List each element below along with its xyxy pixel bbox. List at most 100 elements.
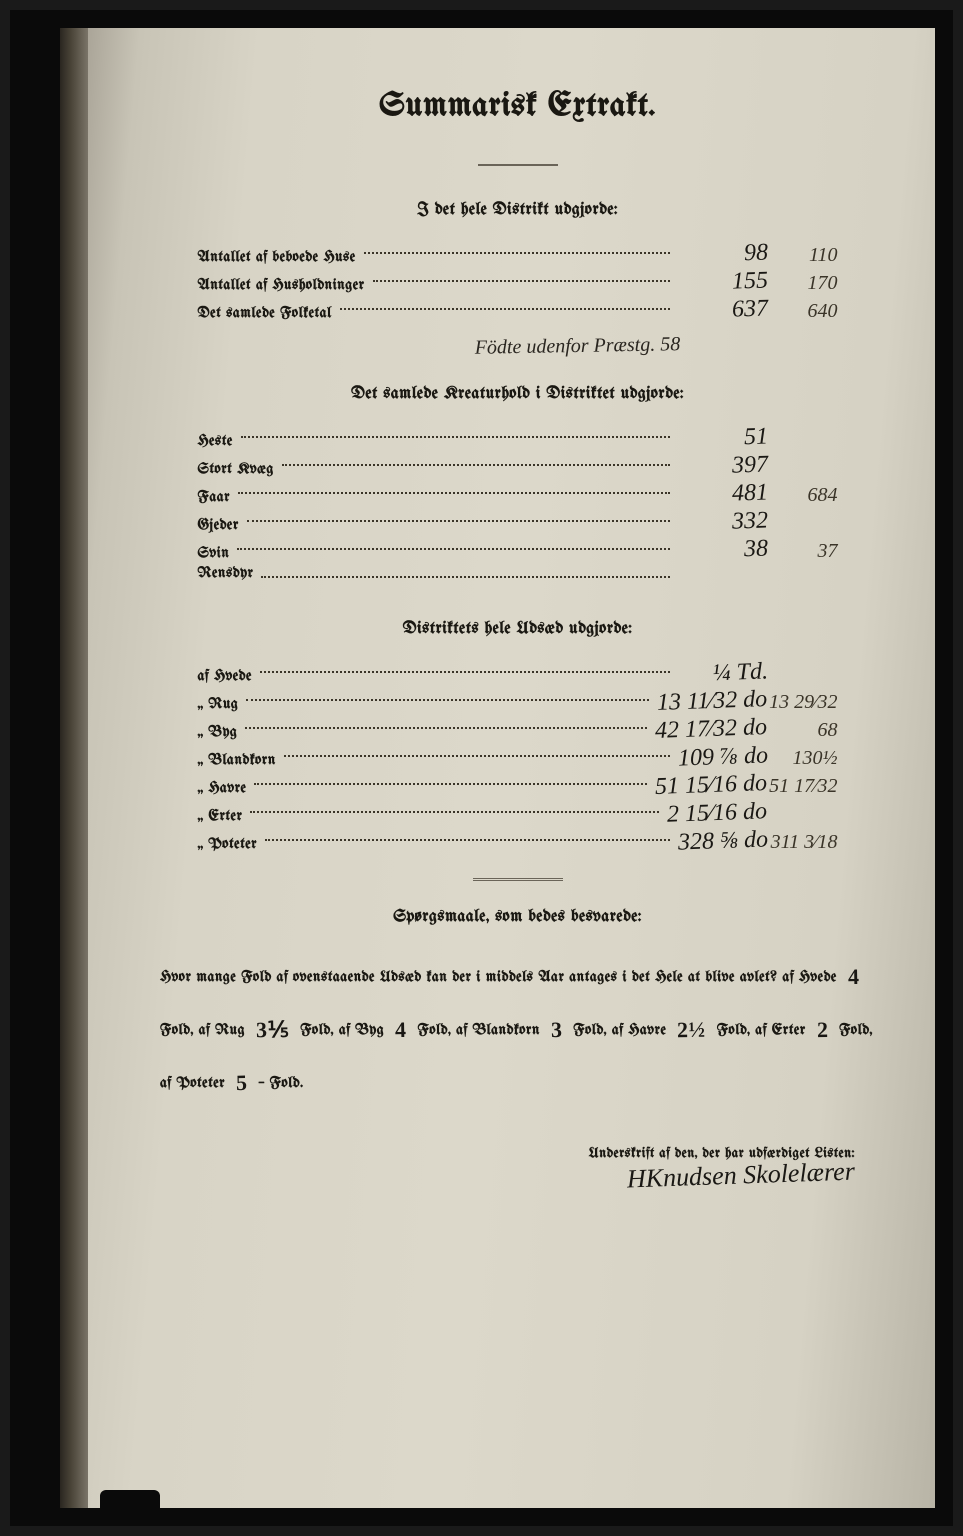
section2-rows: Heste 51 Stort Kvæg 397 Faar 481 684 Gje… <box>198 425 838 593</box>
row-value-1: 13 11⁄32 do <box>657 686 768 717</box>
row-label: af Hvede <box>198 668 252 684</box>
leader-dots <box>237 548 669 550</box>
section4-heading: Spørgsmaale, som bedes besvarede: <box>140 909 895 926</box>
row-label: Svin <box>198 545 230 561</box>
row-label: Blandkorn <box>198 752 276 768</box>
row-value-1: ¼ Td. <box>677 658 768 688</box>
section3-rows: af Hvede ¼ Td. Rug 13 11⁄32 do 13 29⁄32 … <box>198 660 838 856</box>
section1-rows: Antallet af beboede Huse 98 110 Antallet… <box>198 241 838 325</box>
field-label: af Hvede <box>782 969 836 985</box>
table-row: Rensdyr <box>198 565 838 593</box>
row-value-2: 170 <box>768 272 838 295</box>
row-value-2: 51 17⁄32 <box>768 775 838 798</box>
section-rule <box>473 878 563 881</box>
table-row: Blandkorn 109 ⅞ do 130½ <box>198 744 838 772</box>
field-value: 4 <box>841 951 865 1004</box>
row-value-2: 68 <box>768 719 838 742</box>
field-suffix: Fold, <box>717 1022 751 1038</box>
leader-dots <box>373 280 670 282</box>
row-value-2: 37 <box>768 540 838 563</box>
row-label: Rensdyr <box>198 565 254 581</box>
row-value-2: 684 <box>768 484 838 507</box>
row-label: Faar <box>198 489 231 505</box>
film-notch <box>100 1490 160 1526</box>
table-row: Gjeder 332 <box>198 509 838 537</box>
row-value-1: 42 17⁄32 do <box>655 714 768 745</box>
row-label: Erter <box>198 808 243 824</box>
signature-label: Underskrift af den, der har udfærdiget L… <box>140 1146 855 1161</box>
handwritten-annotation: Födte udenfor Præstg. 58 <box>260 329 895 363</box>
row-value-1: 328 ⅝ do <box>677 826 768 856</box>
section1-heading: I det hele Distrikt udgjorde: <box>140 202 895 219</box>
leader-dots <box>247 520 670 522</box>
row-label: Heste <box>198 433 233 449</box>
row-value-2: 640 <box>768 300 838 323</box>
question-lead: Hvor mange Fold af ovenstaaende Udsæd ka… <box>160 969 778 985</box>
row-value-1: 481 <box>677 479 768 509</box>
row-value-1: 397 <box>677 451 768 481</box>
section2-heading: Det samlede Kreaturhold i Distriktet udg… <box>140 386 895 403</box>
document-page: Summarisk Extrakt. I det hele Distrikt u… <box>60 28 935 1508</box>
field-label: af Byg <box>339 1022 384 1038</box>
row-label: Byg <box>198 724 238 740</box>
row-value-1: 51 <box>677 423 768 453</box>
row-value-2: 130½ <box>768 747 838 770</box>
row-label: Poteter <box>198 836 258 852</box>
field-suffix: Fold, <box>418 1022 452 1038</box>
leader-dots <box>261 576 669 578</box>
table-row: Havre 51 15⁄16 do 51 17⁄32 <box>198 772 838 800</box>
field-value: 4 <box>389 1004 413 1057</box>
leader-dots <box>238 492 669 494</box>
row-label: Gjeder <box>198 517 239 533</box>
question-paragraph: Hvor mange Fold af ovenstaaende Udsæd ka… <box>160 948 875 1106</box>
field-value: 3⅕ <box>250 1003 296 1057</box>
row-value-1: 332 <box>677 507 768 537</box>
table-row: Poteter 328 ⅝ do 311 3⁄18 <box>198 828 838 856</box>
field-value: 2½ <box>671 1003 712 1056</box>
table-row: af Hvede ¼ Td. <box>198 660 838 688</box>
row-label: Antallet af beboede Huse <box>198 249 356 265</box>
table-row: Antallet af beboede Huse 98 110 <box>198 241 838 269</box>
field-label: af Rug <box>199 1022 245 1038</box>
table-row: Faar 481 684 <box>198 481 838 509</box>
title-rule <box>478 164 558 166</box>
leader-dots <box>265 839 669 841</box>
row-value-1: 155 <box>677 267 768 297</box>
row-value-1: 98 <box>677 239 768 269</box>
field-value: 3 <box>544 1004 568 1057</box>
field-label: af Havre <box>612 1022 667 1038</box>
field-suffix: Fold, <box>160 1022 194 1038</box>
leader-dots <box>282 464 670 466</box>
leader-dots <box>364 252 670 254</box>
table-row: Det samlede Folketal 637 640 <box>198 297 838 325</box>
row-value-1: 2 15⁄16 do <box>667 798 768 828</box>
field-value: 2 <box>810 1004 834 1057</box>
leader-dots <box>250 811 659 813</box>
table-row: Stort Kvæg 397 <box>198 453 838 481</box>
row-value-1: 51 15⁄16 do <box>655 770 768 801</box>
table-row: Byg 42 17⁄32 do 68 <box>198 716 838 744</box>
leader-dots <box>245 727 647 729</box>
row-value-2: 110 <box>768 244 838 267</box>
row-value-2: 13 29⁄32 <box>768 691 838 714</box>
signature: HKnudsen Skolelærer <box>140 1157 856 1212</box>
table-row: Rug 13 11⁄32 do 13 29⁄32 <box>198 688 838 716</box>
row-value-1: 637 <box>677 295 768 325</box>
row-value-1: 38 <box>677 535 768 565</box>
field-label: af Poteter <box>160 1075 225 1091</box>
page-title: Summarisk Extrakt. <box>140 88 895 124</box>
row-value-1 <box>678 575 768 578</box>
leader-dots <box>284 755 670 757</box>
field-suffix: Fold, <box>573 1022 607 1038</box>
field-label: af Erter <box>755 1022 805 1038</box>
leader-dots <box>260 671 670 673</box>
scan-frame: Summarisk Extrakt. I det hele Distrikt u… <box>10 10 953 1526</box>
field-suffix: Fold, <box>300 1022 334 1038</box>
field-suffix: Fold, <box>839 1022 873 1038</box>
table-row: Antallet af Husholdninger 155 170 <box>198 269 838 297</box>
section3-heading: Distriktets hele Udsæd udgjorde: <box>140 621 895 638</box>
leader-dots <box>340 308 670 310</box>
row-label: Antallet af Husholdninger <box>198 277 365 293</box>
leader-dots <box>241 436 670 438</box>
field-label: af Blandkorn <box>456 1022 540 1038</box>
